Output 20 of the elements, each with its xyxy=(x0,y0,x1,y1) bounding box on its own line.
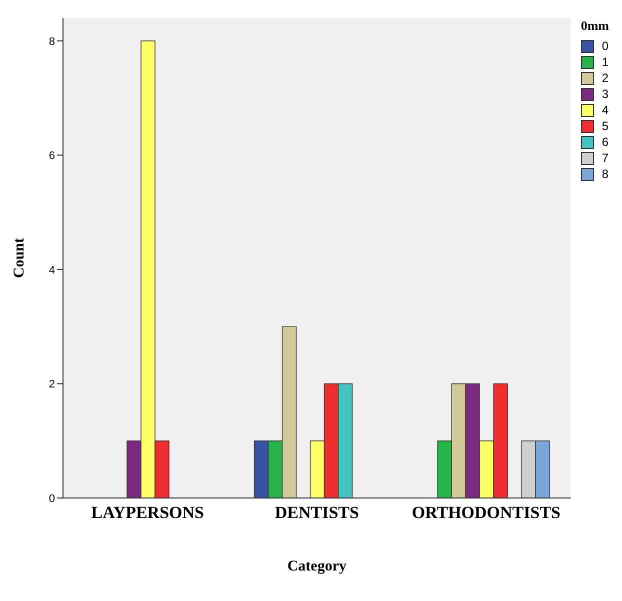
legend-label: 1 xyxy=(602,55,609,69)
legend-title: 0mm xyxy=(580,18,609,34)
legend-label: 5 xyxy=(602,119,609,133)
legend-label: 0 xyxy=(602,39,609,53)
x-tick-label: DENTISTS xyxy=(274,503,359,522)
legend-label: 7 xyxy=(602,151,609,165)
y-tick-label: 2 xyxy=(48,378,55,391)
legend-label: 6 xyxy=(602,135,609,149)
x-axis-title: Category xyxy=(287,558,347,575)
y-tick-label: 8 xyxy=(48,36,55,48)
x-tick-label: ORTHODONTISTS xyxy=(412,503,561,522)
y-tick-label: 6 xyxy=(48,150,55,162)
legend-label: 3 xyxy=(602,87,609,101)
y-tick-label: 0 xyxy=(48,492,55,505)
x-tick-label: LAYPERSONS xyxy=(91,503,204,522)
y-tick-label: 4 xyxy=(48,264,55,276)
legend-label: 8 xyxy=(602,167,609,181)
legend-label: 4 xyxy=(602,103,609,117)
legend-label: 2 xyxy=(602,71,609,85)
y-axis-title: Count xyxy=(11,238,28,278)
